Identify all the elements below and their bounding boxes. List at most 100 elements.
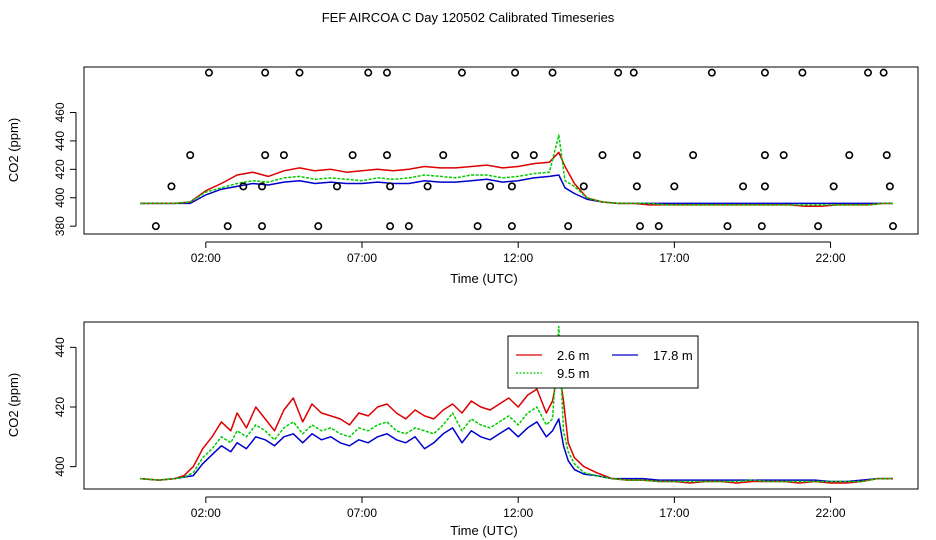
top-plot-frame [83, 66, 919, 235]
bottom-x-tick-label: 22:00 [816, 506, 846, 520]
top-marker-point [882, 151, 891, 160]
top-y-tick-label: 400 [53, 187, 67, 207]
legend-label-2-6m: 2.6 m [557, 348, 590, 363]
top-x-tick-label: 02:00 [191, 251, 221, 265]
top-marker-point [261, 68, 270, 77]
top-x-tick-label: 17:00 [659, 251, 689, 265]
top-marker-point [529, 151, 538, 160]
top-marker-point [167, 182, 176, 191]
bottom-plot-frame [83, 321, 919, 490]
top-series-line-17-8m [140, 174, 893, 205]
bottom-x-axis: 02:00 07:00 12:00 17:00 22:00 [191, 496, 846, 520]
top-marker-point [707, 68, 716, 77]
top-marker-point [564, 222, 573, 231]
top-marker-point [579, 182, 588, 191]
bottom-x-tick-label: 12:00 [503, 506, 533, 520]
top-marker-point [348, 151, 357, 160]
top-x-tick-label: 07:00 [347, 251, 377, 265]
top-marker-point [295, 68, 304, 77]
legend-label-17-8m: 17.8 m [653, 348, 693, 363]
top-marker-point [279, 151, 288, 160]
top-marker-point [423, 182, 432, 191]
top-series-line-9-5m [140, 134, 893, 206]
top-marker-point [689, 151, 698, 160]
top-marker-point [486, 182, 495, 191]
top-marker-point [760, 182, 769, 191]
top-marker-point [798, 68, 807, 77]
top-marker-point [511, 151, 520, 160]
top-marker-point [258, 182, 267, 191]
top-marker-point [439, 151, 448, 160]
bottom-x-tick-label: 07:00 [347, 506, 377, 520]
bottom-x-axis-label: Time (UTC) [450, 523, 517, 538]
top-marker-point [654, 222, 663, 231]
top-marker-point [614, 68, 623, 77]
bottom-x-tick-label: 02:00 [191, 506, 221, 520]
top-marker-point [723, 222, 732, 231]
top-marker-point [632, 182, 641, 191]
bottom-series-line-17-8m [140, 418, 893, 483]
bottom-series-line-9-5m [140, 325, 893, 483]
top-marker-point [760, 151, 769, 160]
bottom-y-tick-label: 440 [53, 337, 67, 357]
top-marker-point [739, 182, 748, 191]
top-series-line-2-6m [140, 151, 893, 208]
top-y-axis-label: CO2 (ppm) [6, 118, 21, 182]
top-marker-point [598, 151, 607, 160]
top-marker-point [889, 222, 898, 231]
bottom-panel: 400 420 440 02:00 07:00 12:00 17:00 22:00 Time… [6, 321, 919, 538]
legend-label-9-5m: 9.5 m [557, 366, 590, 381]
top-marker-point [632, 151, 641, 160]
top-x-tick-label: 12:00 [503, 251, 533, 265]
top-marker-point [204, 68, 213, 77]
top-marker-point [261, 151, 270, 160]
top-y-tick-label: 440 [53, 131, 67, 151]
top-marker-point [186, 151, 195, 160]
bottom-y-axis-label: CO2 (ppm) [6, 373, 21, 437]
top-marker-point [239, 182, 248, 191]
top-marker-point [845, 151, 854, 160]
bottom-y-tick-label: 400 [53, 456, 67, 476]
top-marker-point [779, 151, 788, 160]
top-marker-point [333, 182, 342, 191]
top-marker-point [885, 182, 894, 191]
top-marker-point [457, 68, 466, 77]
top-marker-point [507, 222, 516, 231]
top-marker-point [814, 222, 823, 231]
top-marker-point [864, 68, 873, 77]
top-marker-point [473, 222, 482, 231]
top-marker-point [511, 68, 520, 77]
top-marker-point [258, 222, 267, 231]
top-y-tick-label: 420 [53, 159, 67, 179]
top-marker-point [386, 182, 395, 191]
top-series-lines [140, 134, 893, 208]
top-y-tick-label: 460 [53, 102, 67, 122]
top-marker-point [507, 182, 516, 191]
top-marker-point [670, 182, 679, 191]
top-marker-point [364, 68, 373, 77]
top-markers [151, 68, 898, 231]
bottom-y-axis: 400 420 440 [53, 337, 77, 477]
top-x-axis: 02:00 07:00 12:00 17:00 22:00 [191, 241, 846, 265]
top-marker-point [223, 222, 232, 231]
top-marker-point [879, 68, 888, 77]
top-x-tick-label: 22:00 [816, 251, 846, 265]
top-x-axis-label: Time (UTC) [450, 271, 517, 286]
top-marker-point [382, 151, 391, 160]
bottom-series-lines [140, 325, 893, 484]
top-marker-point [760, 68, 769, 77]
top-marker-point [382, 68, 391, 77]
top-marker-point [386, 222, 395, 231]
chart-title: FEF AIRCOA C Day 120502 Calibrated Times… [322, 10, 615, 25]
top-marker-point [757, 222, 766, 231]
top-marker-point [151, 222, 160, 231]
legend-box [507, 335, 699, 389]
bottom-x-tick-label: 17:00 [659, 506, 689, 520]
top-y-tick-label: 380 [53, 216, 67, 236]
bottom-y-tick-label: 420 [53, 397, 67, 417]
legend: 2.6 m 17.8 m 9.5 m [507, 335, 699, 389]
top-marker-point [548, 68, 557, 77]
top-marker-point [635, 222, 644, 231]
top-marker-point [404, 222, 413, 231]
